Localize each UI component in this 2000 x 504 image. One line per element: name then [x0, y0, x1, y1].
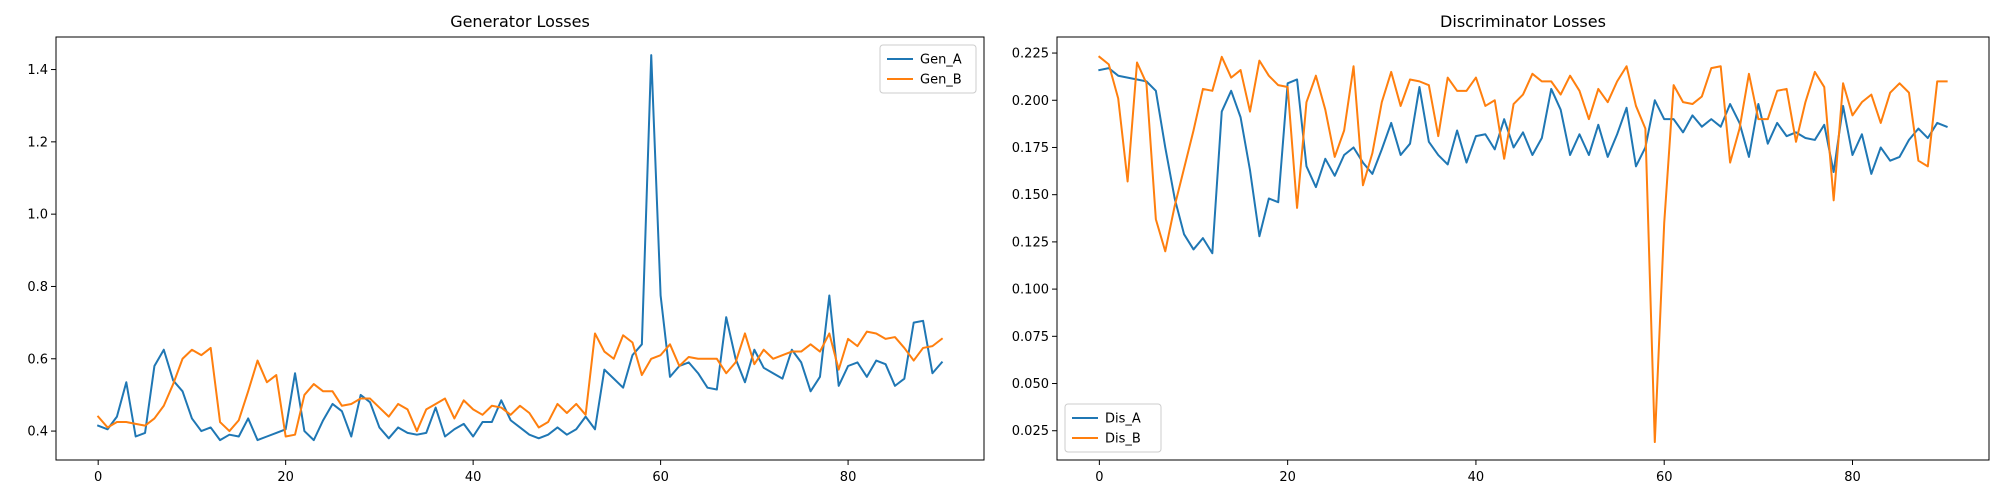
y-tick-label: 0.175	[1012, 141, 1049, 156]
x-tick-label: 20	[1279, 470, 1296, 485]
y-tick-label: 1.4	[27, 63, 48, 78]
chart-title: Generator Losses	[450, 12, 590, 31]
x-tick-label: 80	[840, 470, 857, 485]
legend-label-gen-b: Gen_B	[920, 73, 962, 88]
legend-box	[1064, 403, 1162, 453]
chart-panel-2: Discriminator Losses 0 20 40 60 80 0.025 0.050 0…	[1012, 12, 1990, 485]
y-tick-label: 0.075	[1012, 330, 1049, 345]
x-tick-label: 80	[1844, 470, 1861, 485]
y-tick-label: 1.2	[27, 135, 48, 150]
legend: Gen_A Gen_B	[879, 44, 977, 94]
y-tick-label: 0.6	[27, 352, 48, 367]
y-tick-label: 0.125	[1012, 235, 1049, 250]
plot-frame	[1056, 36, 1990, 461]
y-tick-label: 0.200	[1012, 94, 1049, 109]
y-tick-label: 0.4	[27, 425, 48, 440]
plot-frame	[55, 36, 985, 461]
x-tick-label: 0	[94, 470, 102, 485]
chart-panel-1: Generator Losses 0 20 40 60 80 0.4 0.6 0.8 1.0 1.2…	[27, 12, 985, 485]
plot-area	[1057, 37, 1989, 460]
x-tick-label: 0	[1095, 470, 1103, 485]
series-line-gen-a	[96, 54, 944, 442]
x-tick-label: 40	[465, 470, 482, 485]
x-tick-label: 20	[277, 470, 294, 485]
chart-title: Discriminator Losses	[1440, 12, 1606, 31]
series-line-dis-a	[1098, 67, 1948, 255]
series-line-gen-b	[96, 330, 944, 438]
legend-label-dis-b: Dis_B	[1105, 432, 1141, 447]
y-tick-label: 0.8	[27, 280, 48, 295]
series-line-dis-b	[1097, 55, 1948, 444]
legend-box	[879, 44, 977, 94]
y-tick-label: 0.050	[1012, 377, 1049, 392]
legend-label-dis-a: Dis_A	[1105, 412, 1141, 427]
x-tick-label: 60	[1656, 470, 1673, 485]
x-tick-label: 40	[1468, 470, 1485, 485]
x-tick-label: 60	[652, 470, 669, 485]
y-tick-label: 0.100	[1012, 283, 1049, 298]
y-tick-label: 0.150	[1012, 188, 1049, 203]
y-tick-label: 0.025	[1012, 424, 1049, 439]
legend: Dis_A Dis_B	[1064, 403, 1162, 453]
y-tick-label: 0.225	[1012, 47, 1049, 62]
plot-area	[56, 37, 984, 460]
y-tick-label: 1.0	[27, 208, 48, 223]
legend-label-gen-a: Gen_A	[920, 53, 962, 68]
